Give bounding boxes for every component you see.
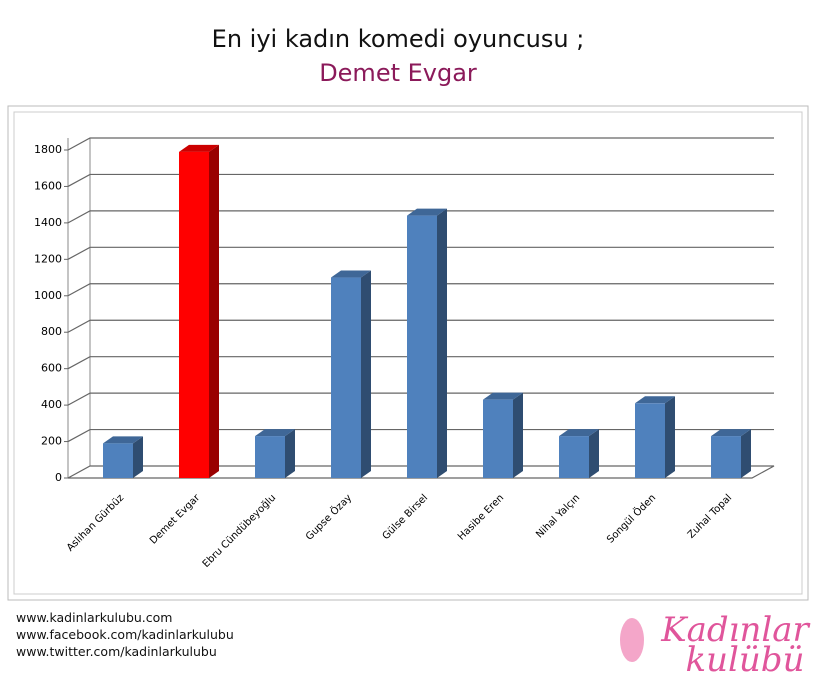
grid-line [67,173,774,187]
bar-top [103,436,143,444]
bar-top [331,270,371,278]
y-tick-label: 1800 [34,143,62,156]
grid-line [67,428,774,443]
grid-line [67,210,774,224]
bar [255,436,285,478]
y-tick-label: 600 [41,362,62,375]
bar-top [407,208,447,216]
bar-side [133,436,143,478]
bar-side [285,429,295,478]
chart-subtitle: Demet Evgar [319,59,477,87]
bar-side [437,208,447,478]
grid-line [67,465,775,479]
bar [711,436,741,478]
bar-top [179,144,219,152]
y-tick-label: 800 [41,325,62,338]
y-tick-label: 400 [41,398,62,411]
bar [483,399,513,478]
y-tick-label: 1200 [34,252,62,265]
grid-line [67,283,774,297]
y-tick-label: 1600 [34,179,62,192]
footer-link: www.facebook.com/kadinlarkulubu [16,627,234,642]
bar-top [635,396,675,404]
y-tick-label: 1000 [34,289,62,302]
bar-side [589,429,599,478]
grid-line [67,137,774,151]
y-tick-label: 200 [41,435,62,448]
bar [331,277,361,478]
bar [559,436,589,478]
bar-top [559,429,599,437]
bar-top [711,429,751,437]
footer-link: www.kadinlarkulubu.com [16,610,173,625]
grid-line [67,356,774,370]
bar-top [255,429,295,437]
bar [635,403,665,478]
bar [179,151,209,479]
bar [103,443,133,478]
y-tick-label: 1400 [34,216,62,229]
logo-icon [620,618,644,662]
grid-line [67,392,774,406]
y-tick-label: 0 [55,471,62,484]
chart-title: En iyi kadın komedi oyuncusu ; [212,25,585,53]
footer-link: www.twitter.com/kadinlarkulubu [16,644,217,659]
grid-line [67,246,774,260]
bar-side [361,270,371,478]
bar [407,215,437,478]
bar-side [665,396,675,478]
bar-side [741,429,751,478]
bar-top [483,392,523,400]
logo-text: kulübü [686,640,805,680]
logo-text: Kadınlar [660,610,810,650]
grid-line [67,319,774,333]
bar-side [209,144,219,479]
bar-side [513,392,523,478]
